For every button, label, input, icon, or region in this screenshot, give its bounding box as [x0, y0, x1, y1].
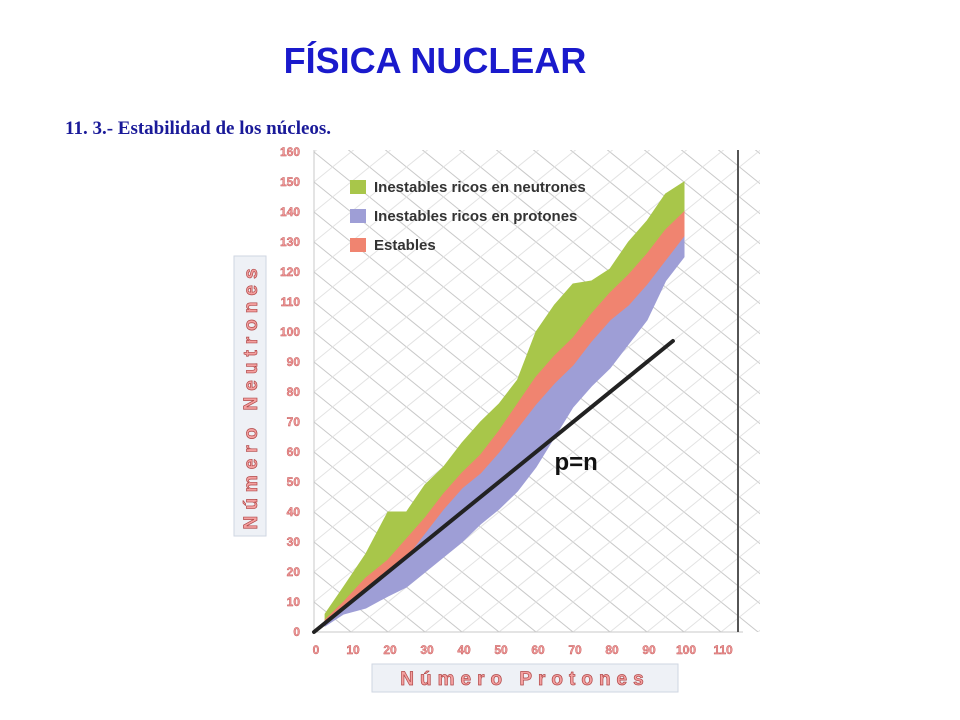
x-tick-label: 30: [420, 643, 434, 657]
y-tick-label: 40: [287, 505, 301, 519]
x-tick-label: 110: [713, 643, 733, 657]
grid-line: [646, 539, 760, 632]
slide-title: FÍSICA NUCLEAR: [283, 40, 587, 81]
grid-line: [314, 150, 651, 423]
y-tick-label: 10: [287, 595, 301, 609]
p-equals-n-line: [312, 339, 675, 634]
y-tick-label: 20: [287, 565, 301, 579]
legend-swatch: [350, 209, 366, 223]
y-tick-label: 70: [287, 415, 301, 429]
x-axis-title: Número Protones: [400, 669, 649, 690]
y-tick-labels: 0 10 20 30 40 50 60 70 80 90 100 110 120 130 140 150 160: [280, 145, 301, 639]
y-axis-title-box: [233, 255, 267, 537]
grid-line: [314, 150, 688, 453]
p-equals-n-label: p=n: [555, 449, 598, 476]
y-tick-label: 90: [287, 355, 301, 369]
grid-line: [314, 179, 760, 543]
legend-swatch: [350, 238, 366, 252]
x-tick-label: 20: [383, 643, 397, 657]
y-axis-title: Número Neutrones: [241, 262, 262, 529]
grid-line: [387, 329, 760, 632]
grid-line: [314, 150, 540, 333]
grid-line: [314, 150, 429, 243]
stability-bands: [324, 181, 685, 627]
grid-line: [314, 150, 466, 273]
legend-swatch: [350, 180, 366, 194]
y-tick-label: 130: [280, 235, 300, 249]
x-tick-label: 10: [346, 643, 360, 657]
slide-subtitle: 11. 3.- Estabilidad de los núcleos.: [65, 118, 332, 139]
x-tick-label: 60: [531, 643, 545, 657]
grid-line: [609, 509, 760, 632]
y-tick-label: 80: [287, 385, 301, 399]
x-tick-label: 40: [457, 643, 471, 657]
x-tick-label: 50: [494, 643, 508, 657]
grid-line: [314, 150, 760, 513]
grid-line: [314, 150, 614, 393]
grid-line: [424, 359, 760, 632]
x-tick-label: 90: [642, 643, 656, 657]
grid-line: [314, 150, 392, 213]
grid-line: [314, 150, 577, 363]
y-tick-label: 110: [281, 295, 301, 309]
nuclear-stability-chart: p=n 010203040506070809010011012013014015…: [233, 145, 760, 693]
x-tick-label: 0: [313, 643, 320, 657]
y-tick-label: 100: [280, 325, 300, 339]
legend: Inestables ricos en neutrones Inestables …: [350, 179, 586, 254]
grid-line: [572, 479, 760, 632]
x-tick-label: 70: [568, 643, 582, 657]
y-tick-label: 60: [287, 445, 301, 459]
grid-line: [498, 419, 760, 632]
y-tick-label: 50: [287, 475, 301, 489]
grid-line: [461, 389, 760, 632]
x-tick-labels: 0 10 20 30 40 50 60 70 80 90 100 110: [312, 643, 733, 657]
y-tick-label: 0: [293, 625, 300, 639]
band-estables: [324, 210, 685, 625]
legend-label: Inestables ricos en protones: [374, 208, 577, 225]
legend-label: Estables: [374, 237, 436, 254]
grid-line: [535, 449, 760, 632]
y-tick-label: 160: [280, 145, 300, 159]
y-tick-label: 30: [287, 535, 301, 549]
x-tick-label: 100: [676, 643, 696, 657]
legend-label: Inestables ricos en neutrones: [374, 179, 586, 196]
y-tick-label: 140: [280, 205, 300, 219]
y-tick-label: 120: [280, 265, 300, 279]
grid-line: [314, 150, 503, 303]
grid-line: [314, 150, 725, 483]
x-axis-title-box: [371, 663, 679, 693]
y-tick-label: 150: [280, 175, 300, 189]
x-tick-label: 80: [605, 643, 619, 657]
